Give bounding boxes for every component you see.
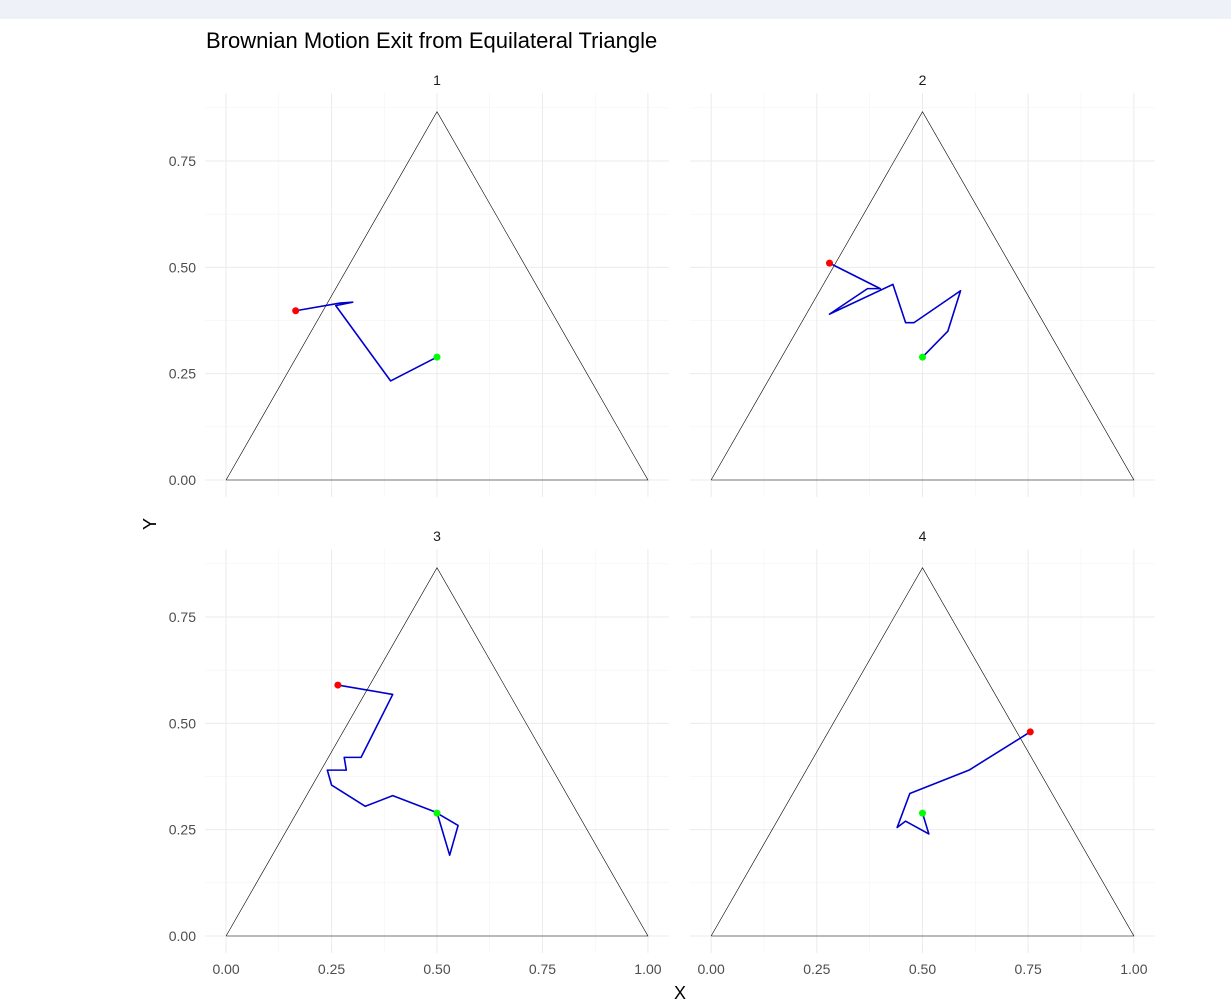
x-tick-label: 0.75 [529, 961, 556, 977]
panels-layer: 1 0.00 0.25 0.50 0.75 2 3 0.00 0.25 0.50 0.75 0.00 0… [169, 72, 1155, 977]
start-point [433, 809, 441, 817]
chart-title: Brownian Motion Exit from Equilateral Tr… [206, 28, 657, 53]
y-tick-label: 0.75 [169, 153, 196, 169]
x-tick-label: 0.00 [212, 961, 239, 977]
x-axis-title: X [674, 983, 686, 1003]
y-tick-label: 0.50 [169, 715, 196, 731]
y-tick-label: 0.00 [169, 472, 196, 488]
brownian-path [896, 731, 1031, 835]
panel-label: 3 [433, 528, 441, 544]
exit-point [826, 259, 833, 267]
x-tick-label: 0.00 [698, 961, 725, 977]
x-tick-label: 1.00 [634, 961, 661, 977]
brownian-path [326, 684, 459, 856]
triangle-boundary [225, 111, 649, 481]
exit-point [292, 307, 300, 315]
panel-label: 2 [919, 72, 927, 88]
x-tick-label: 0.50 [909, 961, 936, 977]
facet-panel-3: 3 0.00 0.25 0.50 0.75 0.00 0.25 0.50 0.75 1.00 [169, 528, 669, 977]
start-point [433, 353, 441, 361]
browser-top-bar [0, 0, 1231, 19]
y-tick-label: 0.75 [169, 609, 196, 625]
start-point [919, 353, 926, 361]
panel-label: 4 [919, 528, 927, 544]
facet-panel-2: 2 [690, 72, 1155, 497]
triangle-boundary [225, 567, 649, 937]
y-axis-title: Y [140, 518, 160, 530]
y-tick-label: 0.25 [169, 822, 196, 838]
start-point [919, 809, 926, 817]
triangle-boundary [710, 111, 1135, 481]
x-tick-label: 0.75 [1015, 961, 1042, 977]
facet-panel-1: 1 0.00 0.25 0.50 0.75 [169, 72, 669, 497]
facet-panel-4: 4 0.00 0.25 0.50 0.75 1.00 [690, 528, 1155, 977]
exit-point [334, 681, 342, 689]
y-tick-label: 0.00 [169, 928, 196, 944]
exit-point [1026, 728, 1034, 736]
panel-label: 1 [433, 72, 441, 88]
x-tick-label: 1.00 [1120, 961, 1147, 977]
triangle-boundary [710, 567, 1135, 937]
x-tick-label: 0.50 [423, 961, 450, 977]
brownian-path [828, 262, 962, 358]
y-tick-label: 0.25 [169, 366, 196, 382]
x-tick-label: 0.25 [803, 961, 830, 977]
x-tick-label: 0.25 [318, 961, 345, 977]
y-tick-label: 0.50 [169, 259, 196, 275]
brownian-path [295, 301, 438, 382]
